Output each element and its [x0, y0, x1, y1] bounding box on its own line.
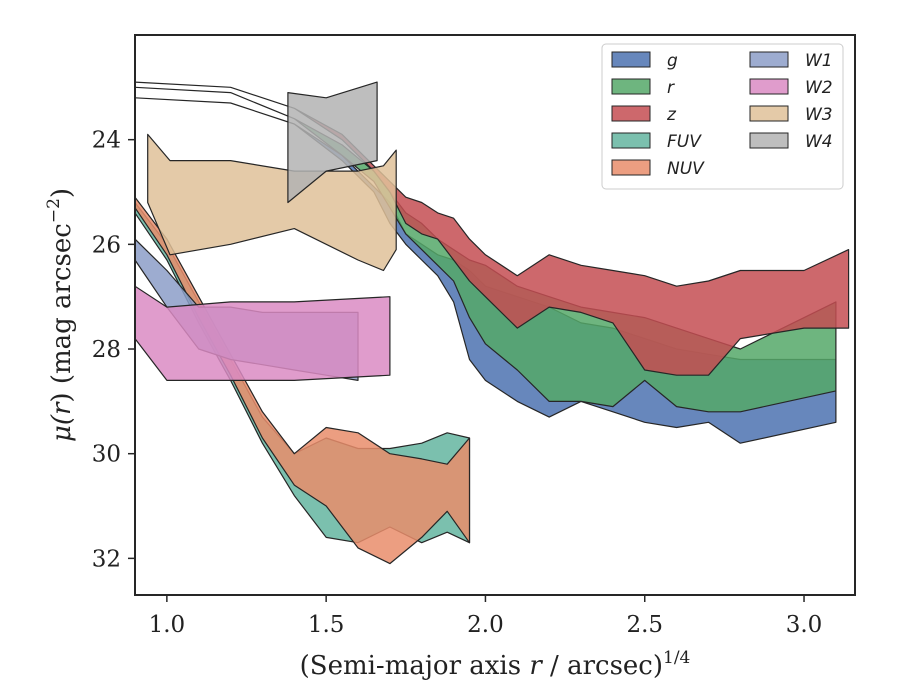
y-tick-label: 30	[92, 442, 121, 468]
legend-label-fuv: FUV	[667, 132, 702, 152]
x-tick-label: 1.0	[149, 612, 186, 638]
legend: grz FUV NUV W1 W2 W3 W4	[601, 43, 844, 190]
plot-frame	[134, 34, 856, 596]
legend-label-z: z	[666, 105, 677, 125]
y-axis-label: μ(r) (mag arcsec−2)	[44, 188, 77, 442]
series-band-w3	[147, 133, 397, 272]
legend-swatch-w3	[749, 105, 789, 122]
legend-label-w3: W3	[805, 105, 833, 125]
y-axis-ticks: 24 26 28 30 32	[92, 128, 135, 572]
legend-label-w4: W4	[805, 132, 833, 152]
legend-entries: grz FUV NUV W1 W2 W3 W4	[611, 51, 833, 179]
legend-swatch-z	[611, 105, 651, 122]
legend-label-r: r	[667, 78, 675, 98]
y-tick-label: 28	[92, 337, 121, 363]
legend-swatch-w2	[749, 78, 789, 95]
x-tick-label: 3.0	[786, 612, 823, 638]
y-tick-label: 24	[92, 128, 121, 154]
legend-swatch-nuv	[611, 159, 651, 176]
legend-swatch-fuv	[611, 132, 651, 149]
legend-swatch-r	[611, 78, 651, 95]
x-tick-label: 2.0	[467, 612, 504, 638]
legend-label-nuv: NUV	[667, 159, 705, 179]
x-axis-label: (Semi-major axis r / arcsec)1/4	[300, 648, 691, 681]
series-band-w4	[287, 81, 378, 204]
series-band-z	[135, 81, 850, 376]
series-band-w2	[135, 285, 391, 381]
legend-swatch-w1	[749, 51, 789, 68]
legend-label-w2: W2	[805, 78, 833, 98]
y-tick-label: 32	[92, 546, 121, 572]
legend-label-g: g	[667, 51, 678, 71]
legend-label-w1: W1	[805, 51, 833, 71]
y-tick-label: 26	[92, 232, 121, 258]
x-tick-label: 2.5	[626, 612, 663, 638]
x-tick-label: 1.5	[308, 612, 345, 638]
series-layer	[135, 81, 850, 565]
x-axis-ticks: 1.0 1.5 2.0 2.5 3.0	[149, 595, 823, 638]
legend-swatch-g	[611, 51, 651, 68]
legend-swatch-w4	[749, 132, 789, 149]
